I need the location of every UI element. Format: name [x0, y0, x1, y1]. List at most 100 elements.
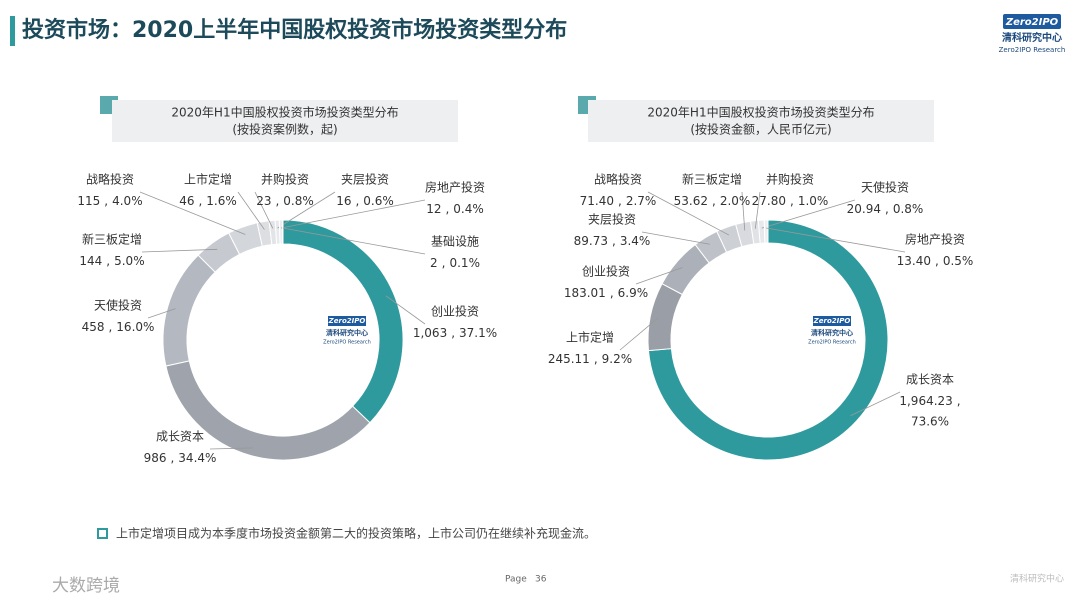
value: 89.73: [574, 234, 608, 248]
category-label: 新三板定增: [682, 172, 742, 187]
value: 16: [336, 194, 351, 208]
separator: ,: [610, 286, 614, 300]
value-label: 27.80, 1.0%: [752, 194, 829, 208]
value: 46: [179, 194, 194, 208]
leader-line: [761, 199, 856, 229]
value: 144: [79, 254, 102, 268]
separator: ,: [712, 194, 716, 208]
logo-box: [1003, 14, 1061, 29]
leader-line: [635, 267, 683, 285]
percent: 0.8%: [893, 202, 924, 216]
percent: 9.2%: [602, 352, 633, 366]
leader-line: [850, 391, 901, 416]
watermark: 大数跨境: [52, 576, 120, 596]
donut-segment: [281, 219, 284, 245]
category-label: 房地产投资: [905, 232, 965, 247]
value: 183.01: [564, 286, 606, 300]
value-label: 71.40, 2.7%: [580, 194, 657, 208]
value: 12: [426, 202, 441, 216]
value-label: 2, 0.1%: [430, 256, 480, 270]
value-label: 89.73, 3.4%: [574, 234, 651, 248]
leader-line: [647, 191, 730, 236]
separator: ,: [612, 234, 616, 248]
value: 27.80: [752, 194, 786, 208]
percent: 6.9%: [618, 286, 649, 300]
center-logo-brand: Zero2IPO: [813, 317, 851, 325]
category-label: 创业投资: [582, 264, 630, 279]
logo-name: 清科研究中心: [1002, 31, 1062, 44]
separator: ,: [442, 256, 446, 270]
percent: 0.4%: [453, 202, 484, 216]
leader-line: [277, 191, 336, 229]
value: 71.40: [580, 194, 614, 208]
separator: ,: [108, 320, 112, 334]
value: 115: [77, 194, 100, 208]
leader-line: [254, 191, 274, 229]
center-logo-brand: Zero2IPO: [328, 317, 366, 325]
value-label: 13.40, 0.5%: [897, 254, 974, 268]
category-label: 夹层投资: [588, 212, 636, 227]
donut-segment: [763, 219, 769, 244]
category-label: 上市定增: [184, 172, 232, 187]
leader-line: [237, 191, 265, 230]
category-label: 战略投资: [594, 172, 642, 187]
percent: 2.7%: [626, 194, 657, 208]
separator: ,: [935, 254, 939, 268]
leader-line: [741, 191, 746, 231]
chart-title: 2020年H1中国股权投资市场投资类型分布: [647, 105, 874, 120]
value-label: 53.62, 2.0%: [674, 194, 751, 208]
percent: 3.4%: [620, 234, 651, 248]
category-label: 并购投资: [261, 172, 309, 187]
chart-subtitle: (按投资案例数，起): [232, 122, 337, 137]
leader-line: [641, 231, 710, 245]
chart-title: 2020年H1中国股权投资市场投资类型分布: [171, 105, 398, 120]
separator: ,: [885, 202, 889, 216]
separator: ,: [790, 194, 794, 208]
leader-line: [147, 308, 176, 319]
category-label: 新三板定增: [82, 232, 142, 247]
percent: 5.0%: [114, 254, 145, 268]
page-number: 36: [535, 575, 547, 585]
center-logo-box: [813, 316, 851, 326]
center-logo-box: [328, 316, 366, 326]
value-label: 1,964.23,: [899, 394, 960, 408]
footer-logo: 清科研究中心: [1010, 573, 1064, 585]
separator: ,: [451, 326, 455, 340]
leader-line: [209, 447, 254, 450]
percent: 37.1%: [459, 326, 497, 340]
value-label: 144, 5.0%: [79, 254, 144, 268]
value: 458: [82, 320, 105, 334]
value-label: 115, 4.0%: [77, 194, 142, 208]
leader-line: [754, 191, 761, 229]
separator: ,: [198, 194, 202, 208]
percent: 1.0%: [798, 194, 829, 208]
value: 53.62: [674, 194, 708, 208]
value-label: 16, 0.6%: [336, 194, 394, 208]
logo-sub: Zero2IPO Research: [999, 46, 1066, 54]
value-label: 20.94, 0.8%: [847, 202, 924, 216]
leader-line: [766, 227, 906, 253]
value-label: 12, 0.4%: [426, 202, 484, 216]
percent: 1.6%: [206, 194, 237, 208]
value: 1,063: [413, 326, 447, 340]
separator: ,: [104, 194, 108, 208]
value: 13.40: [897, 254, 931, 268]
category-label: 成长资本: [906, 373, 954, 387]
percent: 4.0%: [112, 194, 143, 208]
leader-line: [385, 295, 426, 325]
separator: ,: [355, 194, 359, 208]
value-label: 46, 1.6%: [179, 194, 237, 208]
category-label: 夹层投资: [341, 172, 389, 187]
value: 245.11: [548, 352, 590, 366]
leader-line: [280, 199, 426, 229]
value-label: 245.11, 9.2%: [548, 352, 632, 366]
category-label: 成长资本: [156, 430, 204, 444]
category-label: 房地产投资: [425, 180, 485, 195]
leader-line: [141, 248, 218, 253]
bullet: [97, 528, 108, 539]
chart-title-box: [112, 100, 458, 142]
category-label: 并购投资: [766, 172, 814, 187]
category-label: 创业投资: [431, 304, 479, 319]
value: 2: [430, 256, 438, 270]
category-label: 上市定增: [566, 330, 614, 345]
